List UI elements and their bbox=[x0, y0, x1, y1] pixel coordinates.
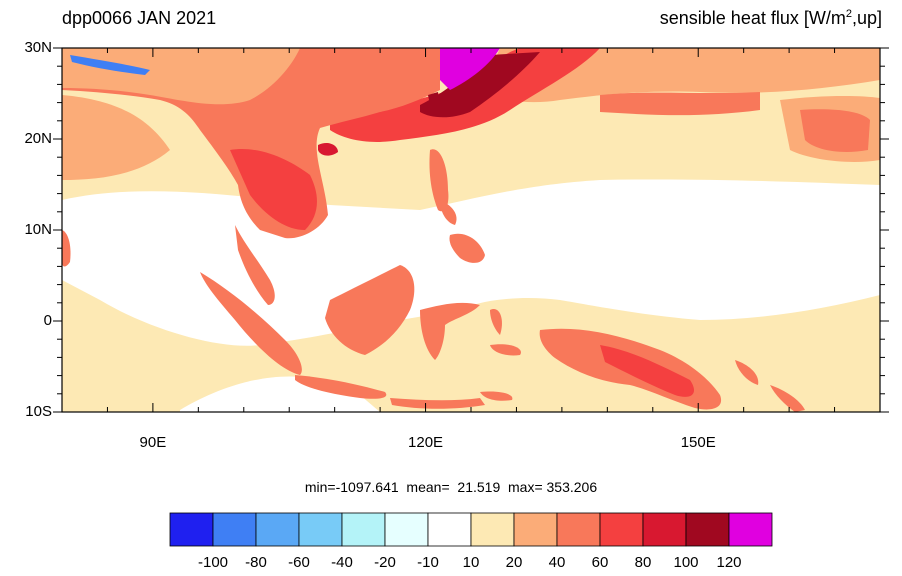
colorbar-swatch bbox=[556, 512, 601, 547]
land-sri-lanka bbox=[62, 230, 71, 267]
land-asia-north bbox=[62, 48, 300, 105]
colorbar-swatch bbox=[427, 512, 472, 547]
land-timor bbox=[480, 391, 513, 401]
land-java bbox=[295, 375, 387, 399]
latitude-label: 10N bbox=[24, 221, 52, 238]
land-seram bbox=[490, 344, 521, 356]
map-field bbox=[62, 48, 880, 412]
longitude-label: 120E bbox=[408, 434, 444, 451]
colorbar-swatch bbox=[513, 512, 558, 547]
right-title: sensible heat flux [W/m2,up] bbox=[660, 8, 882, 29]
colorbar-swatch bbox=[599, 512, 644, 547]
left-title: dpp0066 JAN 2021 bbox=[62, 8, 217, 28]
latitude-label: 30N bbox=[24, 39, 52, 56]
right-title-suffix: ,up] bbox=[851, 8, 882, 28]
flux-band-north-pacific-strong bbox=[600, 92, 760, 116]
latitude-label: 20N bbox=[24, 130, 52, 147]
colorbar-swatch bbox=[298, 512, 343, 547]
colorbar-swatch bbox=[728, 512, 773, 547]
statistics-line: min=-1097.641 mean= 21.519 max= 353.206 bbox=[304, 479, 598, 495]
land-new-guinea-strong bbox=[600, 345, 695, 397]
right-title-superscript: 2 bbox=[845, 8, 852, 20]
land-sulawesi bbox=[420, 302, 480, 360]
colorbar-swatch bbox=[212, 512, 257, 547]
flux-patch-east-strong bbox=[800, 109, 870, 152]
land-sumatra bbox=[200, 272, 302, 375]
land-mindanao bbox=[449, 233, 485, 263]
latitude-label: 0 bbox=[43, 312, 52, 329]
colorbar-swatch bbox=[255, 512, 300, 547]
colorbar-level-label: -10 bbox=[417, 554, 439, 571]
negative-flux-tibet bbox=[70, 55, 150, 75]
ocean-southeast bbox=[760, 327, 880, 412]
colorbar-swatch bbox=[169, 512, 214, 547]
land-visayas bbox=[440, 200, 457, 225]
land-lesser-sunda bbox=[390, 398, 485, 409]
land-malay-peninsula bbox=[235, 225, 275, 305]
colorbar-swatch bbox=[685, 512, 730, 547]
colorbar-level-label: -100 bbox=[197, 554, 229, 571]
colorbar-swatch bbox=[470, 512, 515, 547]
longitude-label: 90E bbox=[139, 434, 167, 451]
flux-max-region bbox=[440, 48, 500, 90]
longitude-label: 150E bbox=[680, 434, 716, 451]
colorbar-level-label: 120 bbox=[716, 554, 742, 571]
axis-ticks bbox=[53, 47, 889, 413]
colorbar-level-label: 10 bbox=[462, 554, 480, 571]
colorbar-level-label: 40 bbox=[548, 554, 566, 571]
land-borneo bbox=[325, 265, 415, 355]
colorbar-level-label: -60 bbox=[288, 554, 310, 571]
land-taiwan bbox=[428, 92, 440, 115]
land-new-britain bbox=[735, 360, 759, 385]
colorbar-level-label: 80 bbox=[634, 554, 652, 571]
flux-kuroshio-core bbox=[420, 52, 540, 118]
colorbar-level-label: 60 bbox=[591, 554, 609, 571]
latitude-label: 10S bbox=[25, 403, 52, 420]
land-luzon bbox=[429, 149, 449, 212]
colorbar-level-label: -20 bbox=[374, 554, 396, 571]
flux-bay-of-bengal bbox=[62, 95, 170, 180]
colorbar bbox=[169, 512, 773, 547]
land-hainan bbox=[318, 142, 338, 156]
colorbar-swatch bbox=[642, 512, 687, 547]
colorbar-swatch bbox=[384, 512, 429, 547]
land-indochina-strong bbox=[230, 149, 317, 230]
colorbar-level-label: -40 bbox=[331, 554, 353, 571]
land-halmahera bbox=[490, 309, 502, 335]
right-title-prefix: sensible heat flux [W/m bbox=[659, 8, 846, 28]
land-solomon-islands bbox=[770, 385, 805, 412]
colorbar-level-label: -80 bbox=[245, 554, 267, 571]
colorbar-level-label: 100 bbox=[673, 554, 699, 571]
colorbar-swatch bbox=[341, 512, 386, 547]
colorbar-level-label: 20 bbox=[505, 554, 523, 571]
